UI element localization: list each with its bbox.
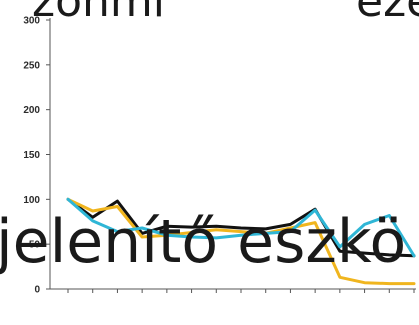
y-axis: 0 50 100 150 200 250 300 bbox=[23, 16, 51, 296]
y-tick-label: 0 bbox=[34, 285, 40, 296]
overlay-caption: jelenítő eszkö bbox=[0, 207, 406, 277]
y-tick-label: 200 bbox=[23, 105, 40, 116]
series-layer bbox=[66, 197, 416, 286]
x-axis bbox=[50, 288, 416, 293]
y-tick-label: 300 bbox=[23, 16, 40, 27]
y-tick-label: 250 bbox=[23, 60, 40, 71]
y-tick-label: 50 bbox=[29, 240, 41, 251]
header-fragment-left: zonmi bbox=[32, 0, 165, 27]
series-line-3 bbox=[66, 197, 416, 258]
y-tick-label: 100 bbox=[23, 195, 40, 206]
y-tick-label: 150 bbox=[23, 150, 40, 161]
header-fragment-right: eze bbox=[356, 0, 419, 27]
series-line-1 bbox=[66, 197, 416, 258]
series-line-2 bbox=[66, 197, 416, 286]
